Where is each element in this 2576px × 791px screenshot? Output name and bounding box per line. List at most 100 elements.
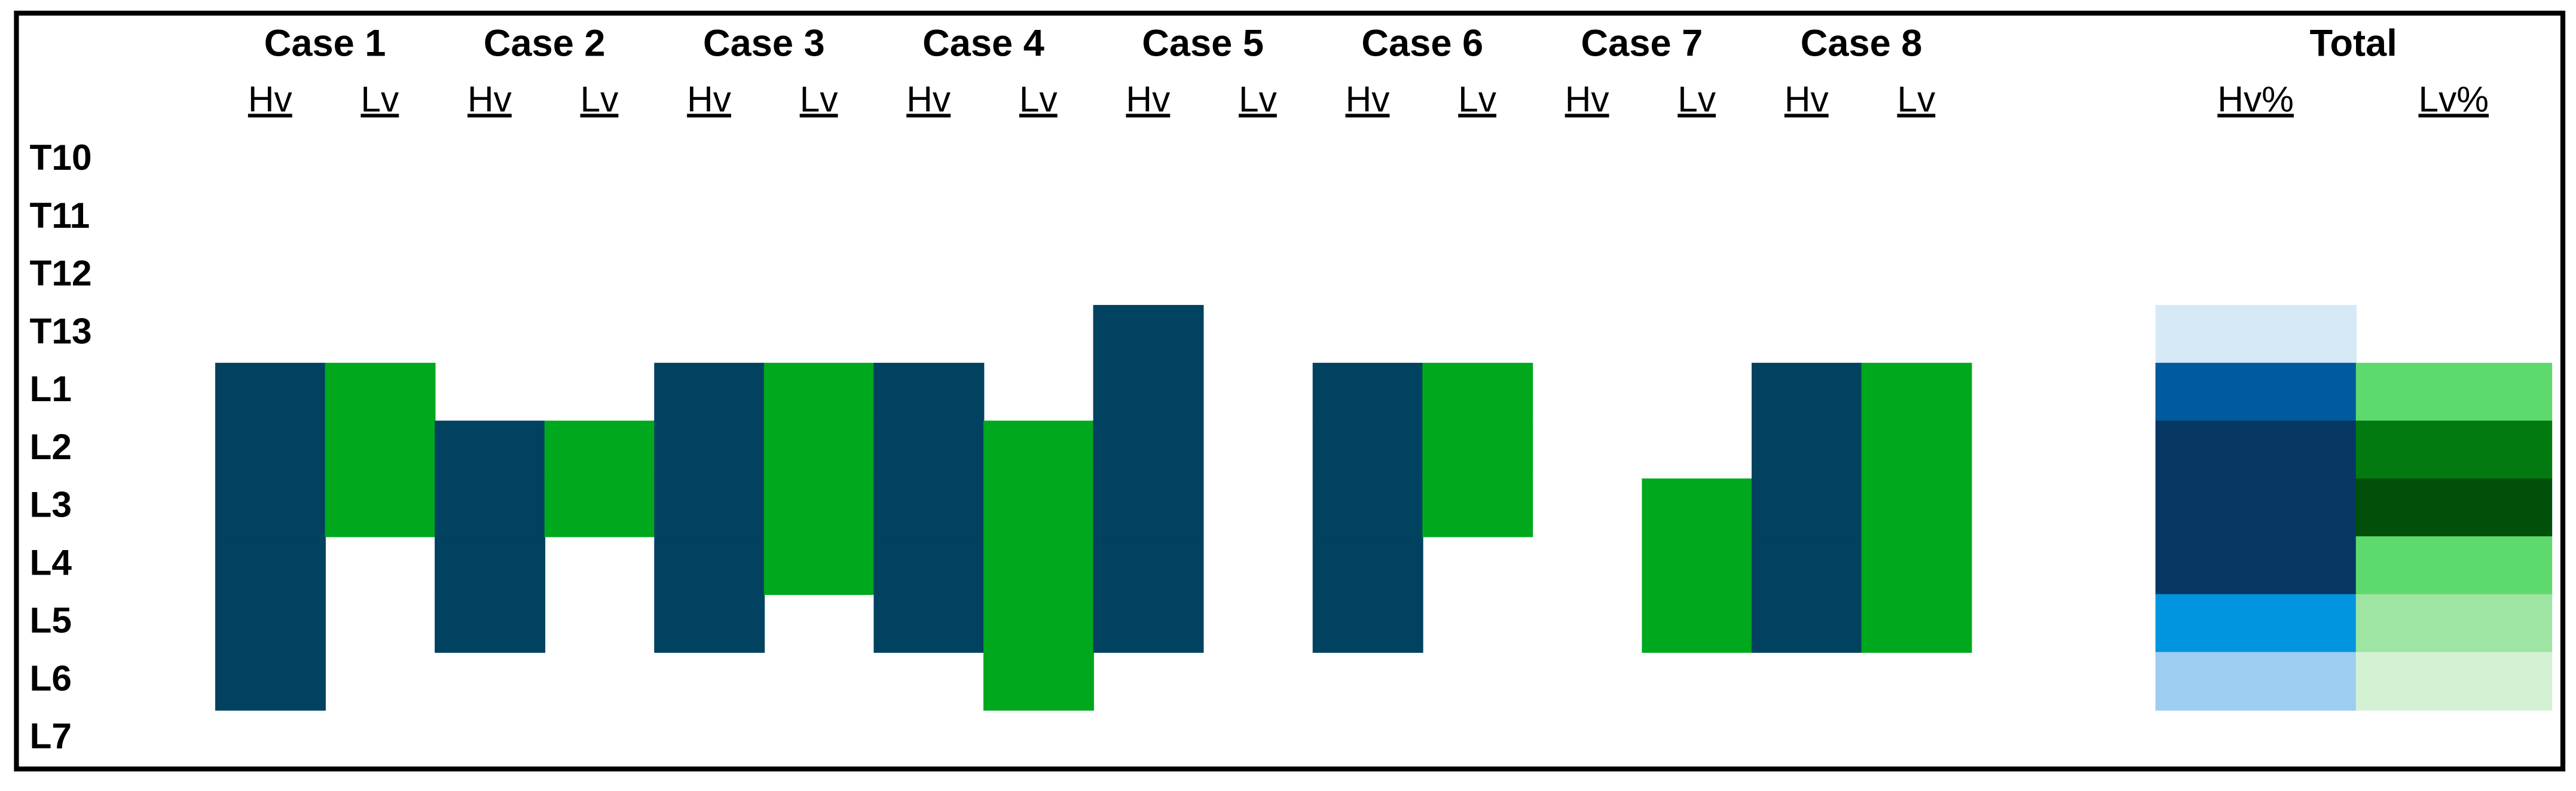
cell bbox=[1093, 478, 1204, 537]
cell bbox=[2155, 305, 2357, 364]
cell bbox=[2355, 420, 2553, 480]
column-label: Lv bbox=[1019, 78, 1058, 119]
row-label: T13 bbox=[29, 310, 91, 351]
cell bbox=[983, 478, 1094, 537]
cell bbox=[983, 536, 1094, 595]
column-label: Hv% bbox=[2217, 78, 2294, 119]
row-label: L1 bbox=[29, 368, 72, 409]
cell bbox=[873, 420, 985, 480]
column-label: Hv bbox=[1346, 78, 1391, 119]
cell bbox=[1752, 420, 1862, 480]
cell bbox=[2355, 478, 2553, 537]
cell bbox=[763, 536, 875, 595]
cell bbox=[2155, 478, 2357, 537]
cell bbox=[544, 420, 655, 480]
cell bbox=[1312, 594, 1423, 653]
group-title: Case 7 bbox=[1581, 23, 1703, 65]
cell bbox=[654, 478, 765, 537]
group-title: Case 2 bbox=[484, 23, 606, 65]
column-label: Hv bbox=[1126, 78, 1171, 119]
column-label: Hv bbox=[687, 78, 732, 119]
column-label: Lv bbox=[1458, 78, 1497, 119]
cell bbox=[325, 420, 436, 480]
column-label: Hv bbox=[467, 78, 512, 119]
cell bbox=[2355, 362, 2553, 422]
cell bbox=[1093, 362, 1204, 422]
cell bbox=[2155, 652, 2357, 711]
cell bbox=[215, 362, 326, 422]
cell bbox=[1312, 420, 1423, 480]
cell bbox=[1093, 594, 1204, 653]
group-title: Case 1 bbox=[264, 23, 386, 65]
cell bbox=[983, 652, 1094, 711]
cell bbox=[763, 420, 875, 480]
row-label: T11 bbox=[29, 195, 90, 236]
column-label: Lv bbox=[360, 78, 399, 119]
column-label: Hv bbox=[906, 78, 951, 119]
group-title: Case 4 bbox=[922, 23, 1044, 65]
group-title: Case 6 bbox=[1361, 23, 1483, 65]
cell bbox=[873, 536, 985, 595]
cell bbox=[1642, 478, 1753, 537]
cell bbox=[1861, 420, 1972, 480]
cell bbox=[215, 594, 326, 653]
row-label: L4 bbox=[29, 542, 72, 582]
cell bbox=[1422, 362, 1533, 422]
column-label: Lv% bbox=[2418, 78, 2489, 119]
cell bbox=[1752, 478, 1862, 537]
row-label: T10 bbox=[29, 137, 91, 178]
frame bbox=[14, 10, 2566, 772]
row-label: L7 bbox=[29, 716, 72, 756]
group-title: Case 3 bbox=[703, 23, 825, 65]
column-label: Hv bbox=[1565, 78, 1610, 119]
cell bbox=[873, 478, 985, 537]
cell bbox=[1093, 305, 1204, 364]
group-title: Total bbox=[2310, 23, 2397, 65]
column-label: Lv bbox=[1897, 78, 1936, 119]
cell bbox=[544, 478, 655, 537]
row-label: L5 bbox=[29, 600, 72, 640]
column-label: Hv bbox=[248, 78, 293, 119]
cell bbox=[1093, 420, 1204, 480]
cell bbox=[983, 594, 1094, 653]
column-label: Lv bbox=[1239, 78, 1278, 119]
cell bbox=[763, 362, 875, 422]
cell bbox=[654, 594, 765, 653]
column-label: Lv bbox=[1677, 78, 1716, 119]
cell bbox=[1752, 362, 1862, 422]
cell bbox=[1861, 478, 1972, 537]
cell bbox=[1422, 478, 1533, 537]
cell bbox=[435, 536, 546, 595]
cell bbox=[2155, 594, 2357, 653]
cell bbox=[215, 536, 326, 595]
row-label: L2 bbox=[29, 426, 72, 467]
row-label: L3 bbox=[29, 484, 72, 525]
cell bbox=[1861, 594, 1972, 653]
cell bbox=[873, 362, 985, 422]
cell bbox=[1861, 362, 1972, 422]
column-label: Lv bbox=[580, 78, 619, 119]
cell bbox=[1312, 362, 1423, 422]
cell bbox=[325, 362, 436, 422]
cell bbox=[1312, 536, 1423, 595]
cell bbox=[763, 478, 875, 537]
cell bbox=[1642, 594, 1753, 653]
cell bbox=[1422, 420, 1533, 480]
cell bbox=[1312, 478, 1423, 537]
group-title: Case 8 bbox=[1801, 23, 1923, 65]
column-label: Lv bbox=[800, 78, 839, 119]
cell bbox=[1752, 594, 1862, 653]
cell bbox=[215, 478, 326, 537]
cell bbox=[873, 594, 985, 653]
group-title: Case 5 bbox=[1142, 23, 1264, 65]
cell bbox=[215, 420, 326, 480]
cell bbox=[435, 420, 546, 480]
cell bbox=[1752, 536, 1862, 595]
cell bbox=[435, 594, 546, 653]
row-label: T12 bbox=[29, 253, 91, 294]
cell bbox=[654, 420, 765, 480]
cell bbox=[2155, 362, 2357, 422]
cell bbox=[654, 536, 765, 595]
